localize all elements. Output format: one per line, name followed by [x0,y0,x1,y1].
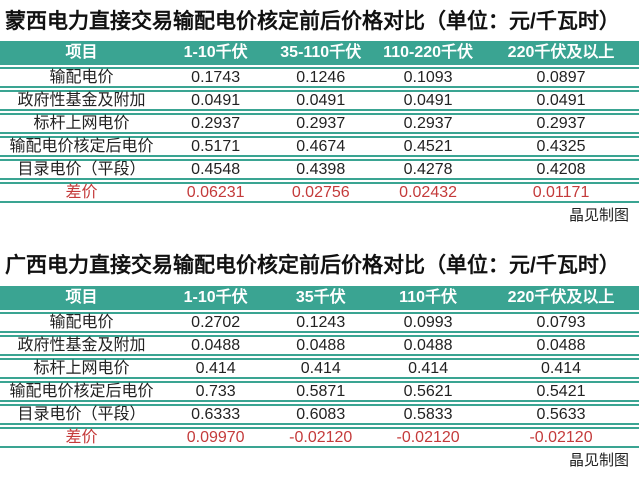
table-row: 输配电价 0.1743 0.1246 0.1093 0.0897 [0,67,639,89]
value-cell: 0.0488 [162,334,269,356]
value-cell: 0.2937 [373,113,484,135]
table-row: 政府性基金及附加 0.0491 0.0491 0.0491 0.0491 [0,90,639,112]
price-comparison-table: 项目 1-10千伏 35千伏 110千伏 220千伏及以上 输配电价 0.2702 0.12… [0,284,639,450]
value-cell: 0.5871 [268,380,374,402]
table-title: 蒙西电力直接交易输配电价核定前后价格对比（单位：元/千瓦时） [5,10,620,33]
guangxi-price-table-section: 广西电力直接交易输配电价核定前后价格对比（单位：元/千瓦时） 项目 1-10千伏 3… [0,250,639,470]
table-row: 输配电价核定后电价 0.733 0.5871 0.5621 0.5421 [0,380,639,402]
header-cell-voltage: 1-10千伏 [162,41,269,66]
value-cell: 0.2937 [162,113,269,135]
header-cell-item: 项目 [0,285,163,310]
value-cell: 0.1743 [162,67,269,89]
value-cell: 0.4674 [268,136,374,158]
value-cell: 0.2702 [162,311,269,333]
value-cell: 0.02756 [268,182,374,204]
value-cell: -0.02120 [483,426,639,448]
value-cell: 0.733 [162,380,269,402]
value-cell: 0.4548 [162,159,269,181]
credit-watermark: 晶见制图 [568,451,629,469]
value-cell: 0.0993 [373,311,484,333]
value-cell: 0.4278 [373,159,484,181]
value-cell: 0.0488 [268,334,374,356]
table-row: 标杆上网电价 0.414 0.414 0.414 0.414 [0,357,639,379]
value-cell: 0.0491 [268,90,374,112]
value-cell: 0.1093 [373,67,484,89]
diff-row: 差价 0.09970 -0.02120 -0.02120 -0.02120 [0,426,639,448]
value-cell: 0.414 [268,357,374,379]
table-row: 标杆上网电价 0.2937 0.2937 0.2937 0.2937 [0,113,639,135]
row-label: 输配电价核定后电价 [0,380,163,402]
header-cell-voltage: 1-10千伏 [162,285,269,310]
value-cell: 0.5421 [483,380,639,402]
table-row: 目录电价（平段） 0.4548 0.4398 0.4278 0.4208 [0,159,639,181]
table-header: 项目 1-10千伏 35-110千伏 110-220千伏 220千伏及以上 [0,41,639,66]
value-cell: 0.6083 [268,403,374,425]
value-cell: 0.0491 [483,90,639,112]
value-cell: 0.1246 [268,67,374,89]
row-label: 差价 [0,426,163,448]
value-cell: 0.09970 [162,426,269,448]
header-cell-voltage: 110-220千伏 [373,41,484,66]
row-label: 政府性基金及附加 [0,334,163,356]
value-cell: 0.2937 [268,113,374,135]
table-row: 输配电价核定后电价 0.5171 0.4674 0.4521 0.4325 [0,136,639,158]
row-label: 目录电价（平段） [0,159,163,181]
value-cell: 0.5171 [162,136,269,158]
value-cell: 0.6333 [162,403,269,425]
value-cell: 0.06231 [162,182,269,204]
header-cell-voltage: 220千伏及以上 [483,285,639,310]
row-label: 输配电价 [0,67,163,89]
row-label: 标杆上网电价 [0,113,163,135]
value-cell: 0.0488 [373,334,484,356]
value-cell: 0.0793 [483,311,639,333]
value-cell: -0.02120 [268,426,374,448]
value-cell: 0.4208 [483,159,639,181]
value-cell: 0.0491 [373,90,484,112]
row-label: 输配电价核定后电价 [0,136,163,158]
value-cell: 0.414 [373,357,484,379]
value-cell: -0.02120 [373,426,484,448]
table-row: 输配电价 0.2702 0.1243 0.0993 0.0793 [0,311,639,333]
header-cell-item: 项目 [0,41,163,66]
value-cell: 0.0488 [483,334,639,356]
price-comparison-table: 项目 1-10千伏 35-110千伏 110-220千伏 220千伏及以上 输配电价 0.… [0,39,639,205]
header-row: 项目 1-10千伏 35千伏 110千伏 220千伏及以上 [0,285,639,310]
value-cell: 0.4521 [373,136,484,158]
value-cell: 0.0897 [483,67,639,89]
table-body: 输配电价 0.1743 0.1246 0.1093 0.0897 政府性基金及附加 0.04… [0,67,639,204]
value-cell: 0.01171 [483,182,639,204]
table-body: 输配电价 0.2702 0.1243 0.0993 0.0793 政府性基金及附加 0.04… [0,311,639,448]
value-cell: 0.4398 [268,159,374,181]
value-cell: 0.1243 [268,311,374,333]
header-row: 项目 1-10千伏 35-110千伏 110-220千伏 220千伏及以上 [0,41,639,66]
header-cell-voltage: 110千伏 [373,285,484,310]
value-cell: 0.0491 [162,90,269,112]
row-label: 标杆上网电价 [0,357,163,379]
row-label: 差价 [0,182,163,204]
table-header: 项目 1-10千伏 35千伏 110千伏 220千伏及以上 [0,285,639,310]
table-row: 政府性基金及附加 0.0488 0.0488 0.0488 0.0488 [0,334,639,356]
mengxi-price-table-section: 蒙西电力直接交易输配电价核定前后价格对比（单位：元/千瓦时） 项目 1-10千伏 3… [0,6,639,226]
table-row: 目录电价（平段） 0.6333 0.6083 0.5833 0.5633 [0,403,639,425]
value-cell: 0.2937 [483,113,639,135]
value-cell: 0.5633 [483,403,639,425]
value-cell: 0.414 [483,357,639,379]
row-label: 输配电价 [0,311,163,333]
header-cell-voltage: 35千伏 [268,285,374,310]
row-label: 目录电价（平段） [0,403,163,425]
diff-row: 差价 0.06231 0.02756 0.02432 0.01171 [0,182,639,204]
value-cell: 0.5833 [373,403,484,425]
value-cell: 0.4325 [483,136,639,158]
value-cell: 0.02432 [373,182,484,204]
header-cell-voltage: 35-110千伏 [268,41,374,66]
credit-watermark: 晶见制图 [568,207,629,225]
table-title: 广西电力直接交易输配电价核定前后价格对比（单位：元/千瓦时） [5,254,620,278]
row-label: 政府性基金及附加 [0,90,163,112]
value-cell: 0.414 [162,357,269,379]
value-cell: 0.5621 [373,380,484,402]
header-cell-voltage: 220千伏及以上 [483,41,639,66]
